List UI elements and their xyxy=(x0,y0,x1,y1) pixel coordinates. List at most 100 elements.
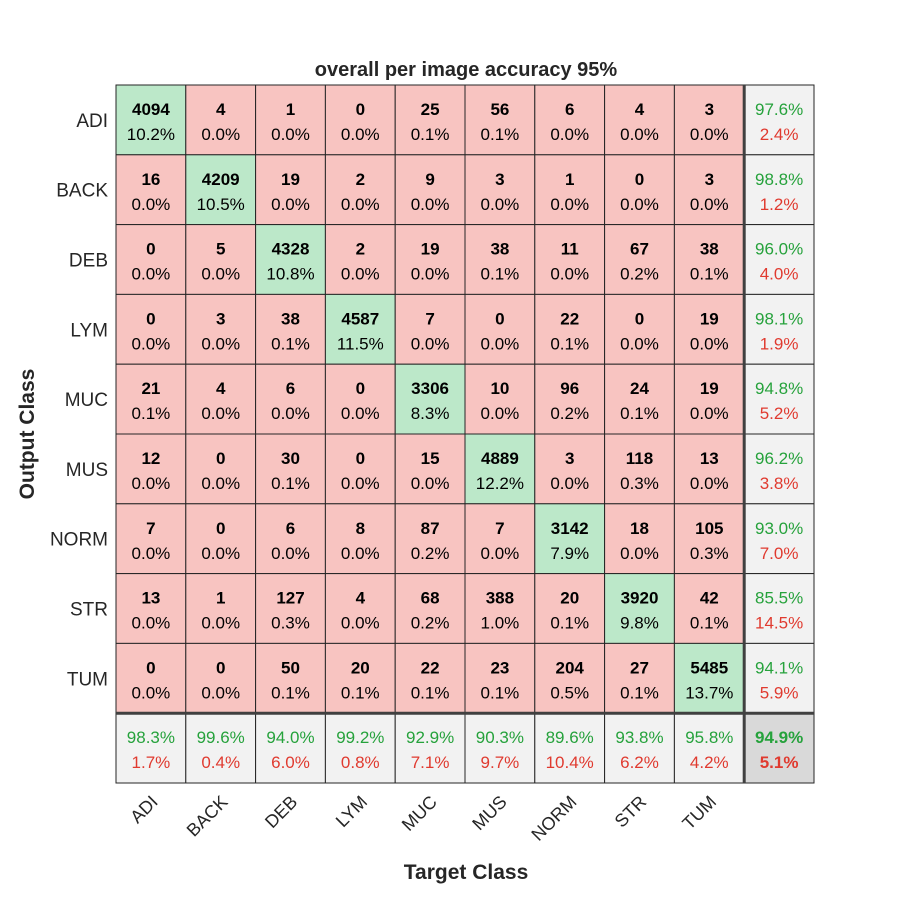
cell-percent: 0.1% xyxy=(690,265,729,284)
cell-percent: 0.1% xyxy=(132,404,171,423)
row-error: 1.2% xyxy=(760,195,799,214)
cell-count: 38 xyxy=(281,309,300,328)
matrix-cell xyxy=(673,573,745,644)
matrix-cell xyxy=(534,84,606,156)
cell-percent: 0.1% xyxy=(411,125,450,144)
matrix-cell xyxy=(534,433,606,505)
matrix-cell xyxy=(534,573,606,644)
cell-percent: 0.0% xyxy=(132,614,171,633)
cell-count: 5 xyxy=(216,240,225,259)
row-summary-cell xyxy=(743,642,815,714)
cell-percent: 0.0% xyxy=(620,334,659,353)
matrix-cell xyxy=(115,503,187,575)
cell-count: 12 xyxy=(141,449,160,468)
matrix-cell xyxy=(604,84,675,156)
matrix-cell xyxy=(464,573,536,644)
cell-count: 13 xyxy=(700,449,719,468)
cell-count: 5485 xyxy=(690,658,728,677)
matrix-cell xyxy=(604,224,675,295)
cell-percent: 0.0% xyxy=(481,404,520,423)
row-label: LYM xyxy=(70,320,108,341)
cell-count: 50 xyxy=(281,658,300,677)
matrix-cell xyxy=(464,224,536,295)
matrix-cell xyxy=(255,154,326,226)
cell-count: 4 xyxy=(635,100,645,119)
matrix-cell xyxy=(394,363,466,435)
cell-percent: 0.1% xyxy=(481,683,520,702)
cell-percent: 0.1% xyxy=(481,265,520,284)
matrix-cell xyxy=(115,293,187,365)
matrix-cell xyxy=(604,573,675,644)
cell-count: 22 xyxy=(421,658,440,677)
matrix-cell xyxy=(394,573,466,644)
matrix-cell xyxy=(673,503,745,575)
row-precision: 96.0% xyxy=(755,240,803,259)
cell-count: 19 xyxy=(281,170,300,189)
row-precision: 96.2% xyxy=(755,449,803,468)
overall-accuracy: 94.9% xyxy=(755,728,803,747)
cell-percent: 10.5% xyxy=(197,195,245,214)
cell-percent: 0.0% xyxy=(550,195,589,214)
row-precision: 94.8% xyxy=(755,379,803,398)
matrix-cell xyxy=(115,642,187,714)
cell-percent: 0.1% xyxy=(620,404,659,423)
matrix-cell xyxy=(255,84,326,156)
cell-percent: 0.0% xyxy=(271,544,310,563)
cell-count: 0 xyxy=(146,240,155,259)
cell-count: 68 xyxy=(421,589,440,608)
cell-percent: 10.2% xyxy=(127,125,175,144)
cell-percent: 0.0% xyxy=(271,404,310,423)
row-summary-cell xyxy=(743,503,815,575)
matrix-cell xyxy=(394,503,466,575)
cell-percent: 0.0% xyxy=(201,125,240,144)
row-precision: 94.1% xyxy=(755,658,803,677)
col-error: 6.2% xyxy=(620,753,659,772)
row-precision: 85.5% xyxy=(755,589,803,608)
matrix-cell xyxy=(255,224,326,295)
matrix-cell xyxy=(324,363,396,435)
overall-cell xyxy=(743,712,815,784)
row-precision: 98.1% xyxy=(755,309,803,328)
col-error: 0.4% xyxy=(201,753,240,772)
matrix-cell xyxy=(324,433,396,505)
cell-percent: 0.0% xyxy=(341,125,380,144)
matrix-cell xyxy=(324,573,396,644)
cell-percent: 0.0% xyxy=(271,125,310,144)
cell-count: 13 xyxy=(141,589,160,608)
matrix-cell xyxy=(604,363,675,435)
cell-percent: 0.3% xyxy=(271,614,310,633)
cell-percent: 0.1% xyxy=(341,683,380,702)
cell-percent: 0.2% xyxy=(411,614,450,633)
matrix-cell xyxy=(324,642,396,714)
col-recall: 92.9% xyxy=(406,728,454,747)
matrix-cell xyxy=(394,84,466,156)
matrix-cell xyxy=(324,84,396,156)
cell-percent: 0.1% xyxy=(411,683,450,702)
matrix-cell xyxy=(255,363,326,435)
matrix-cell xyxy=(324,154,396,226)
cell-count: 38 xyxy=(490,240,509,259)
col-recall: 93.8% xyxy=(615,728,663,747)
cell-count: 4209 xyxy=(202,170,240,189)
matrix-cell xyxy=(185,84,257,156)
cell-percent: 0.1% xyxy=(550,614,589,633)
matrix-cell xyxy=(464,433,536,505)
matrix-cell xyxy=(673,363,745,435)
matrix-cell xyxy=(185,154,257,226)
col-error: 6.0% xyxy=(271,753,310,772)
cell-percent: 0.0% xyxy=(620,544,659,563)
matrix-cell xyxy=(324,503,396,575)
matrix-cell xyxy=(185,363,257,435)
cell-count: 20 xyxy=(560,589,579,608)
cell-count: 1 xyxy=(286,100,295,119)
cell-percent: 0.5% xyxy=(550,683,589,702)
row-precision: 93.0% xyxy=(755,519,803,538)
cell-count: 67 xyxy=(630,240,649,259)
cell-count: 3920 xyxy=(621,589,659,608)
matrix-cell xyxy=(464,154,536,226)
col-recall: 95.8% xyxy=(685,728,733,747)
cell-percent: 0.0% xyxy=(201,265,240,284)
matrix-cells: 409410.2%40.0%10.0%00.0%250.1%560.1%60.0… xyxy=(50,84,815,845)
cell-percent: 12.2% xyxy=(476,474,524,493)
cell-count: 118 xyxy=(626,449,653,468)
